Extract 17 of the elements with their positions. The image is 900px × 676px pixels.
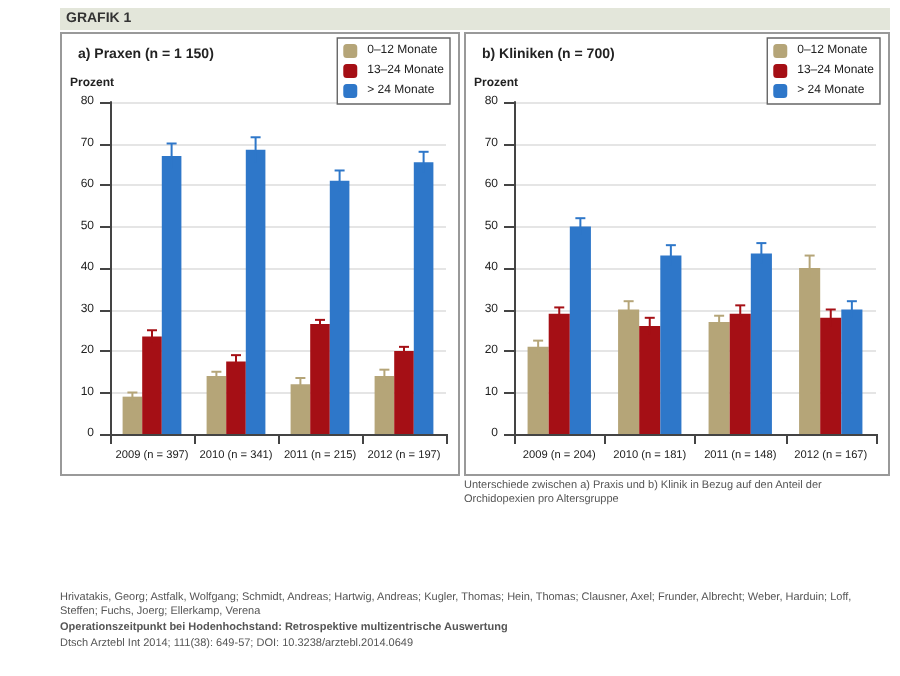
bar — [708, 321, 730, 434]
bar — [820, 317, 842, 434]
bar — [206, 375, 227, 434]
bar — [729, 313, 751, 434]
bar — [639, 326, 661, 434]
bar — [569, 226, 591, 434]
bar — [374, 375, 395, 434]
bar — [548, 313, 570, 434]
bar — [841, 309, 863, 434]
bar — [226, 361, 246, 434]
bar — [394, 351, 414, 434]
bar — [527, 346, 549, 434]
bar — [122, 396, 143, 434]
bar — [310, 324, 330, 434]
bar — [618, 309, 640, 434]
bar — [290, 384, 311, 434]
bar — [142, 336, 162, 434]
